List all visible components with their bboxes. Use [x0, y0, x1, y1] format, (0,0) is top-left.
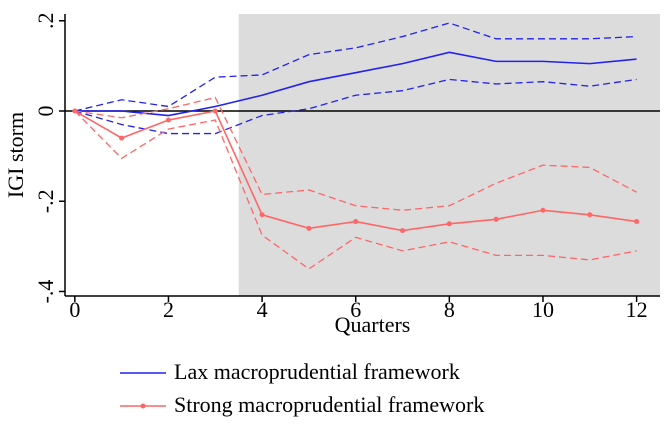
point [353, 219, 359, 225]
x-tick-label: 10 [532, 297, 554, 322]
point [400, 228, 406, 234]
shaded-region [238, 14, 660, 296]
point [446, 221, 452, 227]
x-tick-label: 2 [163, 297, 174, 322]
legend-label: Lax macroprudential framework [174, 359, 460, 384]
band-line [74, 110, 637, 270]
x-tick-label: 8 [444, 297, 455, 322]
point [306, 225, 312, 231]
x-tick-label: 6 [350, 297, 361, 322]
x-axis-label: Quarters [335, 312, 411, 337]
point [212, 108, 218, 114]
point [493, 216, 499, 222]
point [634, 219, 640, 225]
legend-marker [140, 403, 146, 409]
x-tick-label: 0 [69, 297, 80, 322]
point [165, 117, 171, 123]
y-tick-label: -.4 [33, 280, 58, 304]
y-tick-label: -.2 [33, 189, 58, 213]
band-line [74, 22, 637, 112]
x-tick-label: 12 [626, 297, 648, 322]
point [587, 212, 593, 218]
point [540, 207, 546, 213]
point [259, 212, 265, 218]
band-line [74, 78, 637, 135]
x-tick-label: 4 [257, 297, 268, 322]
y-tick-label: 0 [33, 106, 58, 117]
y-tick-label: .2 [33, 13, 58, 30]
band-line [74, 96, 637, 211]
point [72, 108, 78, 114]
y-axis-label: IGI storm [3, 112, 28, 198]
legend-label: Strong macroprudential framework [174, 392, 484, 417]
point [119, 135, 125, 141]
series-line [74, 51, 637, 117]
